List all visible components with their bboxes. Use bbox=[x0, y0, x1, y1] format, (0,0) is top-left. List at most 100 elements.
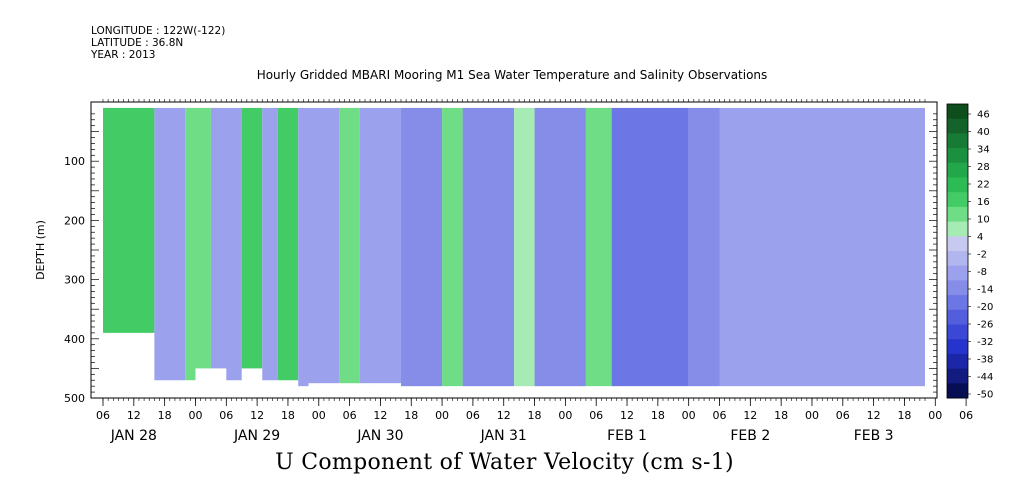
heatmap-cell bbox=[719, 107, 925, 387]
colorbar-swatch bbox=[947, 236, 968, 252]
x-tick-label: 00 bbox=[435, 409, 449, 422]
x-tick-label: 00 bbox=[928, 409, 942, 422]
colorbar-swatch bbox=[947, 162, 968, 178]
colorbar-label: 16 bbox=[977, 197, 990, 208]
x-tick-label: 12 bbox=[620, 409, 634, 422]
heatmap-cell bbox=[103, 107, 155, 333]
x-tick-label: 06 bbox=[219, 409, 233, 422]
y-tick-label: 300 bbox=[64, 274, 85, 287]
x-day-label: FEB 1 bbox=[607, 428, 647, 444]
x-tick-label: 06 bbox=[466, 409, 480, 422]
heatmap-cell bbox=[514, 107, 535, 387]
colorbar-swatch bbox=[947, 118, 968, 134]
colorbar-label: -2 bbox=[977, 250, 987, 261]
colorbar-label: -44 bbox=[977, 372, 993, 383]
latitude-label: LATITUDE : 36.8N bbox=[91, 37, 184, 49]
x-day-label: JAN 31 bbox=[480, 428, 527, 444]
colorbar-swatch bbox=[947, 192, 968, 208]
x-tick-label: 18 bbox=[774, 409, 788, 422]
colorbar-swatch bbox=[947, 280, 968, 296]
y-tick-label: 500 bbox=[64, 392, 85, 405]
x-tick-label: 12 bbox=[743, 409, 757, 422]
x-tick-label: 12 bbox=[867, 409, 881, 422]
x-tick-label: 18 bbox=[404, 409, 418, 422]
chart-title: Hourly Gridded MBARI Mooring M1 Sea Wate… bbox=[256, 68, 768, 82]
colorbar-swatch bbox=[947, 221, 968, 237]
colorbar-label: -50 bbox=[977, 390, 993, 401]
colorbar-label: -14 bbox=[977, 285, 993, 296]
x-tick-label: 00 bbox=[312, 409, 326, 422]
heatmap-cell bbox=[462, 107, 514, 387]
x-tick-label: 12 bbox=[250, 409, 264, 422]
x-tick-label: 06 bbox=[713, 409, 727, 422]
colorbar-label: 4 bbox=[977, 232, 983, 243]
chart-subtitle: U Component of Water Velocity (cm s-1) bbox=[275, 450, 734, 475]
colorbar-swatch bbox=[947, 177, 968, 193]
colorbar-label: -20 bbox=[977, 302, 993, 313]
x-tick-label: 18 bbox=[897, 409, 911, 422]
x-tick-label: 00 bbox=[558, 409, 572, 422]
colorbar-swatch bbox=[947, 148, 968, 164]
missing-data-gap bbox=[370, 383, 401, 398]
colorbar-frame bbox=[946, 103, 969, 399]
x-tick-label: 06 bbox=[343, 409, 357, 422]
missing-data-gap bbox=[308, 383, 371, 398]
x-tick-label: 18 bbox=[528, 409, 542, 422]
colorbar-label: 40 bbox=[977, 127, 990, 138]
colorbar-swatch bbox=[947, 265, 968, 281]
colorbar-swatch bbox=[947, 309, 968, 325]
heatmap-cell bbox=[400, 107, 443, 387]
y-tick-label: 400 bbox=[64, 333, 85, 346]
colorbar-label: 10 bbox=[977, 215, 990, 226]
x-day-label: FEB 2 bbox=[730, 428, 770, 444]
x-tick-label: 06 bbox=[589, 409, 603, 422]
x-tick-label: 00 bbox=[188, 409, 202, 422]
colorbar-label: -26 bbox=[977, 320, 993, 331]
colorbar-label: 28 bbox=[977, 162, 990, 173]
colorbar-swatch bbox=[947, 339, 968, 355]
missing-data-gap bbox=[103, 362, 145, 398]
heatmap-cell bbox=[585, 107, 612, 387]
colorbar-label: -38 bbox=[977, 355, 993, 366]
x-tick-label: 06 bbox=[959, 409, 973, 422]
colorbar-swatch bbox=[947, 295, 968, 311]
heatmap-cell bbox=[442, 107, 463, 387]
colorbar-swatch bbox=[947, 206, 968, 223]
heatmap-cell bbox=[339, 107, 360, 387]
heatmap-cell bbox=[241, 107, 263, 369]
colorbar-swatch bbox=[947, 383, 968, 399]
year-label: YEAR : 2013 bbox=[91, 49, 156, 61]
colorbar-swatch bbox=[947, 133, 968, 149]
x-tick-label: 12 bbox=[497, 409, 511, 422]
y-tick-label: 200 bbox=[64, 214, 85, 227]
x-tick-label: 00 bbox=[805, 409, 819, 422]
colorbar-swatch bbox=[947, 353, 968, 370]
heatmap-cell bbox=[262, 107, 278, 381]
heatmap-cell bbox=[210, 107, 242, 381]
heatmap-cell bbox=[298, 107, 340, 387]
colorbar-swatch bbox=[947, 104, 968, 120]
x-tick-label: 00 bbox=[682, 409, 696, 422]
colorbar-label: 46 bbox=[977, 110, 990, 121]
heatmap-cell bbox=[185, 107, 211, 381]
heatmap-cell bbox=[277, 107, 299, 381]
x-tick-label: 12 bbox=[127, 409, 141, 422]
heatmap-cell bbox=[359, 107, 401, 387]
colorbar-label: 22 bbox=[977, 180, 990, 191]
x-tick-label: 06 bbox=[836, 409, 850, 422]
colorbar-label: -8 bbox=[977, 267, 987, 278]
y-tick-label: 100 bbox=[64, 155, 85, 168]
heatmap-cell bbox=[154, 107, 186, 381]
x-tick-label: 06 bbox=[96, 409, 110, 422]
missing-data-gap bbox=[195, 368, 227, 398]
colorbar-label: -32 bbox=[977, 337, 993, 348]
heatmap-cell bbox=[534, 107, 586, 387]
x-day-label: FEB 3 bbox=[854, 428, 894, 444]
x-day-label: JAN 30 bbox=[356, 428, 403, 444]
colorbar-swatch bbox=[947, 251, 968, 267]
x-tick-label: 18 bbox=[158, 409, 172, 422]
x-tick-label: 18 bbox=[651, 409, 665, 422]
heatmap-cell bbox=[611, 107, 689, 387]
longitude-label: LONGITUDE : 122W(-122) bbox=[91, 25, 226, 37]
